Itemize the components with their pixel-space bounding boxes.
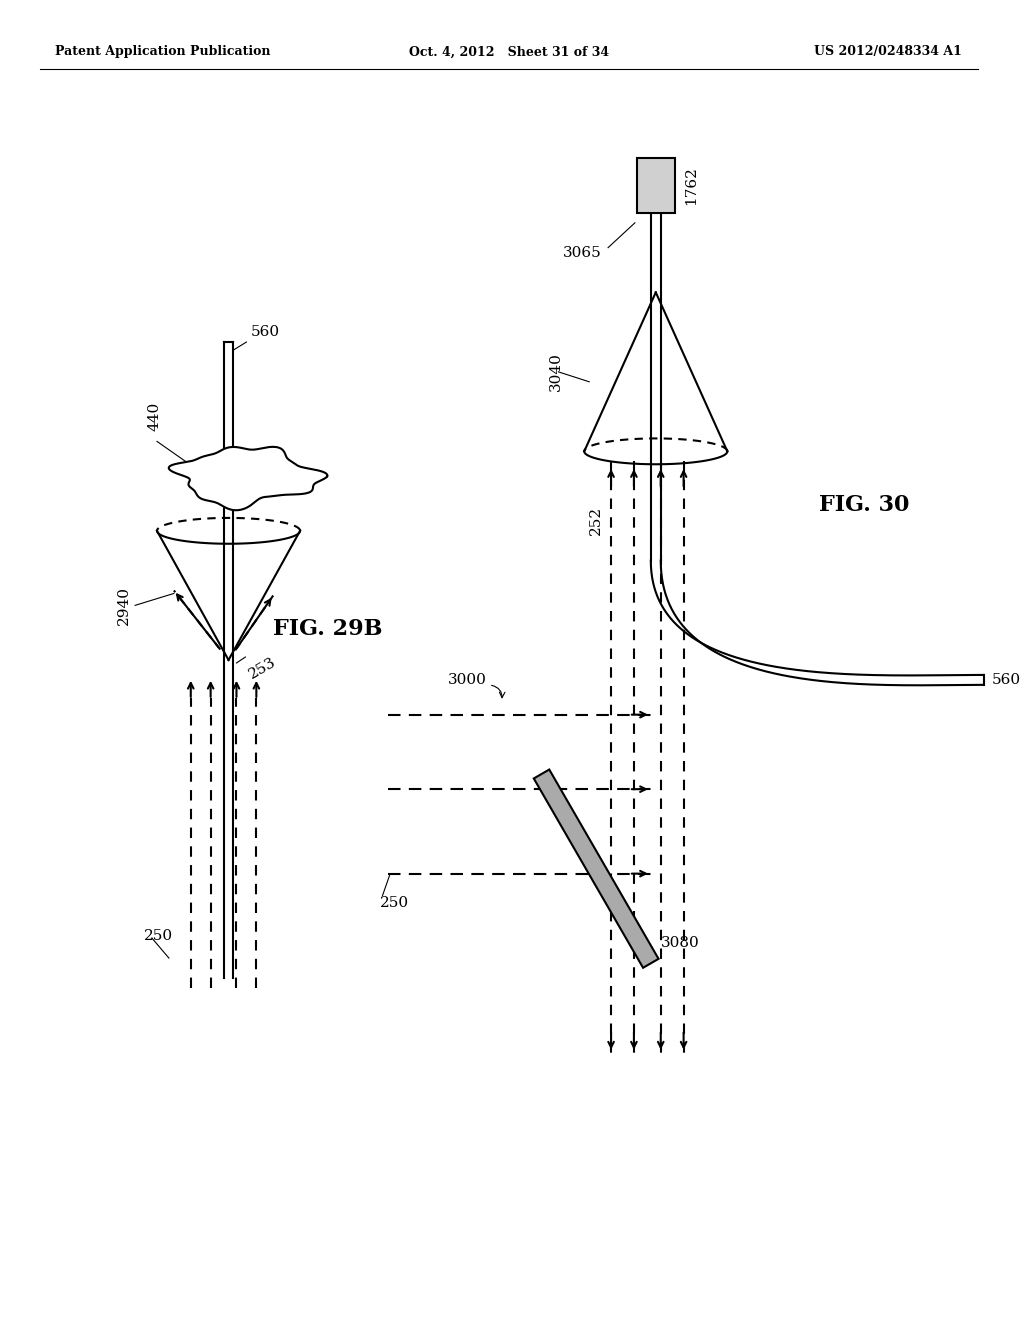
Text: FIG. 30: FIG. 30 xyxy=(819,494,909,516)
Bar xyxy=(637,158,675,213)
Text: 2940: 2940 xyxy=(117,586,131,624)
Text: 252: 252 xyxy=(589,507,603,536)
Text: 560: 560 xyxy=(251,325,280,339)
Text: 250: 250 xyxy=(380,896,409,911)
Polygon shape xyxy=(534,770,658,968)
Text: Patent Application Publication: Patent Application Publication xyxy=(54,45,270,58)
Text: 250: 250 xyxy=(144,929,173,944)
Text: 560: 560 xyxy=(991,673,1021,686)
Text: 3000: 3000 xyxy=(447,673,486,686)
Text: 253: 253 xyxy=(247,655,279,681)
Text: 3040: 3040 xyxy=(549,352,562,391)
Text: FIG. 29B: FIG. 29B xyxy=(273,618,383,640)
Text: Oct. 4, 2012   Sheet 31 of 34: Oct. 4, 2012 Sheet 31 of 34 xyxy=(409,45,609,58)
Text: 3065: 3065 xyxy=(562,246,601,260)
Text: 1762: 1762 xyxy=(685,166,698,205)
Polygon shape xyxy=(169,447,328,511)
Text: US 2012/0248334 A1: US 2012/0248334 A1 xyxy=(814,45,962,58)
Text: 3080: 3080 xyxy=(660,936,699,950)
Text: 440: 440 xyxy=(147,403,161,432)
